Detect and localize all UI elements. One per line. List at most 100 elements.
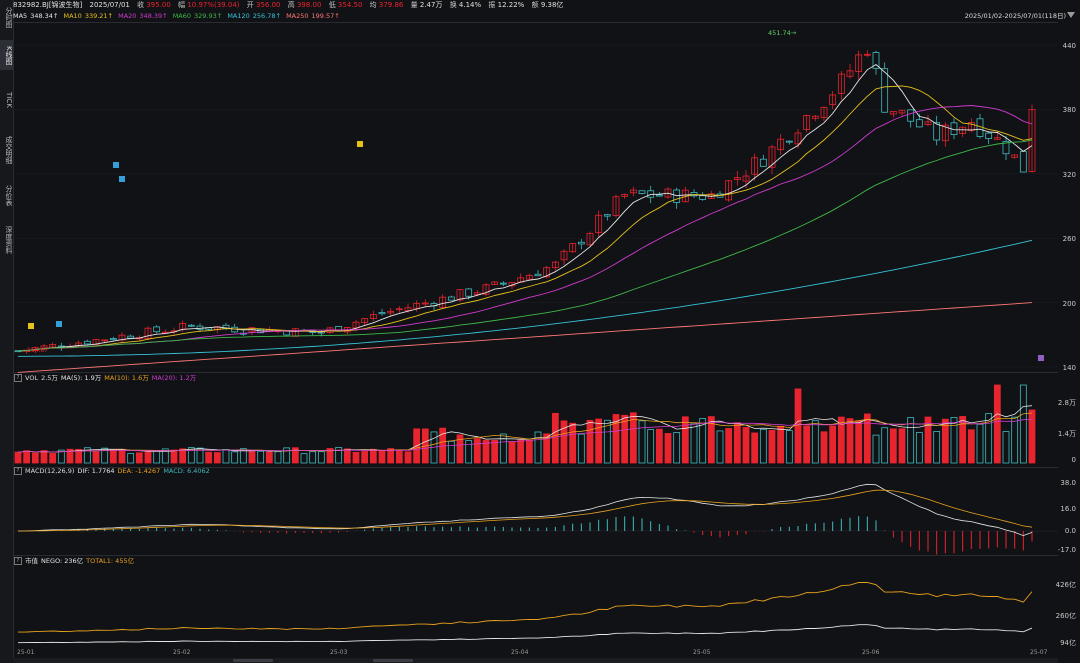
peak-annotation: 451.74→ xyxy=(768,29,797,37)
volume-bar xyxy=(924,416,932,464)
market-value-pane[interactable] xyxy=(13,555,1058,649)
ma20-label: MA20 xyxy=(118,12,137,20)
change-label: 幅 xyxy=(178,1,186,9)
volume-bar xyxy=(326,448,334,464)
volume-bar xyxy=(387,448,395,464)
sidebar-tab-price-table[interactable]: 分价表 xyxy=(5,184,13,206)
volume-bar xyxy=(404,451,412,464)
candle-body xyxy=(1002,140,1010,155)
scrollbar-thumb[interactable] xyxy=(373,659,413,662)
volume-bar xyxy=(265,451,273,464)
volume-bar xyxy=(118,448,126,464)
candle-body xyxy=(413,303,421,309)
volume-bar xyxy=(777,425,785,464)
sidebar-tab-timeshare[interactable]: 分时图 xyxy=(5,6,13,28)
candle-body xyxy=(889,111,897,115)
mv-title: 市值 xyxy=(25,557,38,565)
candle-body xyxy=(699,195,707,200)
volume-bar xyxy=(222,449,230,464)
quote-date: 2025/07/01 xyxy=(89,1,130,9)
candle-body xyxy=(603,214,611,217)
price-tick: 260 xyxy=(1062,235,1076,243)
scrollbar-thumb[interactable] xyxy=(233,659,273,662)
ma120-value: 256.78↑ xyxy=(252,12,281,20)
ma120-line xyxy=(18,239,1033,357)
nego-mv-line xyxy=(17,624,1033,644)
volume-bar xyxy=(560,420,568,464)
candle-body xyxy=(83,340,91,345)
volume-bar xyxy=(57,449,65,464)
stock-code: 832982.BJ[锦波生物] xyxy=(13,1,83,9)
ma5-value: 348.34↑ xyxy=(30,12,59,20)
help-icon[interactable]: ? xyxy=(14,467,22,475)
candle-body xyxy=(595,214,603,234)
volume-bar xyxy=(317,451,325,464)
date-range-label[interactable]: 2025/01/02-2025/07/01(118日) xyxy=(964,12,1066,20)
volume-bar xyxy=(794,388,802,464)
volume-bar xyxy=(1028,409,1036,464)
change-value: 10.97%(39.04) xyxy=(187,1,240,9)
volume-bar xyxy=(898,428,906,464)
candle-body xyxy=(933,122,941,141)
candle-body xyxy=(456,289,464,301)
x-tick: 25-06 xyxy=(862,649,880,656)
volume-bar xyxy=(803,425,811,464)
ma20-value: 348.39↑ xyxy=(139,12,168,20)
volume-bar xyxy=(248,451,256,464)
price-tick: 320 xyxy=(1062,171,1076,179)
vol-tick: 0 xyxy=(1071,456,1076,464)
candle-body xyxy=(543,267,551,278)
candle-body xyxy=(560,250,568,261)
candle-body xyxy=(153,326,161,333)
event-marker xyxy=(357,141,363,147)
high-value: 398.00 xyxy=(296,1,322,9)
timeline-scrollbar[interactable] xyxy=(13,658,1058,663)
candle-body xyxy=(967,122,975,131)
volume-bar xyxy=(907,417,915,464)
volume-bar xyxy=(577,433,585,464)
volume-bar xyxy=(369,448,377,464)
help-icon[interactable]: ? xyxy=(14,374,22,382)
volume-bar xyxy=(603,419,611,464)
volume-bar xyxy=(144,451,152,464)
candle-body xyxy=(959,126,967,134)
dropdown-icon[interactable] xyxy=(1067,12,1075,18)
help-icon[interactable]: ? xyxy=(14,557,22,565)
volume-bar xyxy=(699,418,707,464)
mv-tick: 260亿 xyxy=(1055,612,1076,620)
sidebar-tab-depth[interactable]: 深度资料 xyxy=(5,226,13,254)
sidebar-tab-kline[interactable]: K线图 xyxy=(0,40,13,70)
volume-bar xyxy=(473,438,481,464)
candle-body xyxy=(49,344,57,348)
vol-header: ? VOL 2.5万 MA(5): 1.9万 MA(10): 1.6万 MA(20): 1… xyxy=(14,374,199,383)
candle-body xyxy=(846,70,854,77)
candle-body xyxy=(439,296,447,308)
volume-bar xyxy=(855,420,863,464)
volume-bar xyxy=(872,434,880,464)
macd-pane[interactable] xyxy=(13,467,1058,555)
volume-bar xyxy=(343,448,351,464)
open-value: 356.00 xyxy=(255,1,281,9)
sidebar-tab-trades[interactable]: 成交明细 xyxy=(5,136,13,164)
volume-bar xyxy=(647,429,655,464)
macd-tick: 38.0 xyxy=(1060,479,1076,487)
volume-bar xyxy=(655,428,663,464)
volume-bar xyxy=(993,384,1001,464)
volume-bar xyxy=(933,431,941,464)
volume-bar xyxy=(170,449,178,464)
candle-body xyxy=(829,94,837,106)
macd-header: ? MACD(12,26,9) DIF: 1.7764 DEA: -1.4267 MAC… xyxy=(14,467,213,476)
candle-body xyxy=(187,324,195,327)
sidebar-tab-tick[interactable]: TICK xyxy=(5,92,13,108)
total-mv-line xyxy=(17,581,1033,633)
event-marker xyxy=(28,323,34,329)
price-pane[interactable] xyxy=(13,22,1058,373)
volume-pane[interactable] xyxy=(13,372,1058,465)
candle-body xyxy=(898,109,906,114)
volume-bar xyxy=(83,447,91,464)
candle-body xyxy=(863,53,871,56)
candle-body xyxy=(612,196,620,216)
candle-body xyxy=(361,318,369,323)
high-label: 高 xyxy=(287,1,295,9)
